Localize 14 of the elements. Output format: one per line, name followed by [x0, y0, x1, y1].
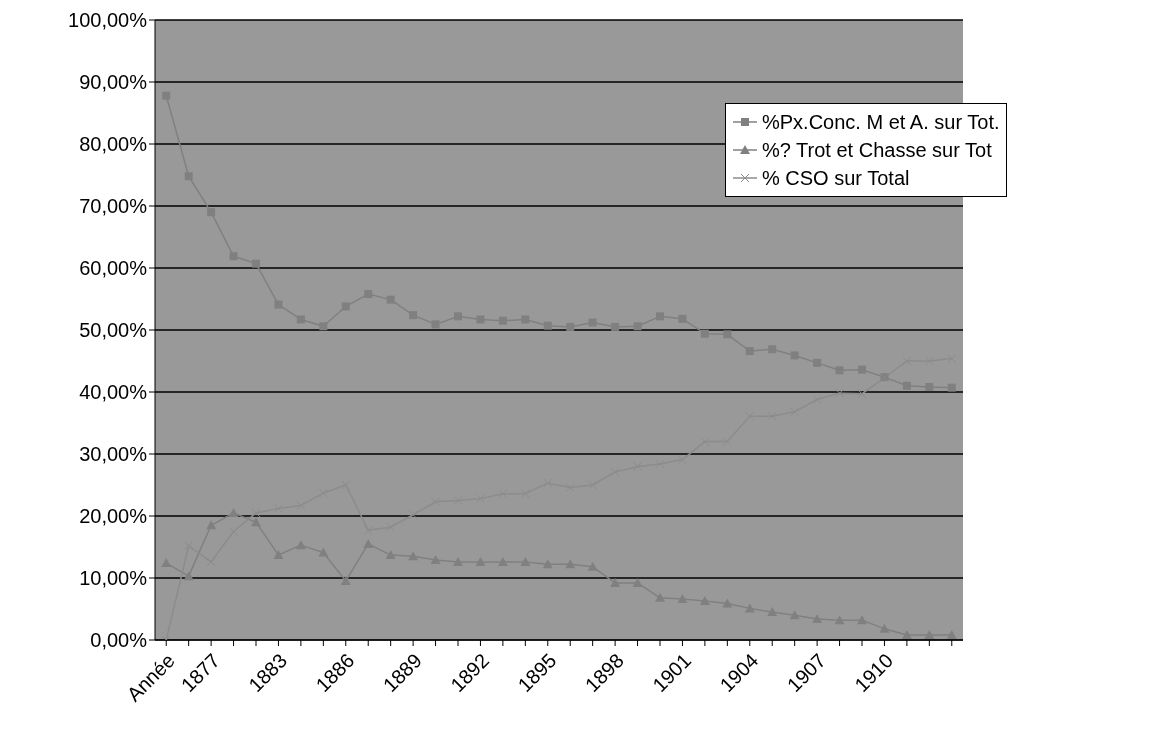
y-tick-label: 70,00%: [79, 195, 148, 218]
legend-label: %? Trot et Chasse sur Tot: [762, 138, 992, 163]
y-tick-label: 100,00%: [68, 9, 148, 32]
legend-label: %Px.Conc. M et A. sur Tot.: [762, 110, 1000, 135]
y-tick-label: 40,00%: [79, 381, 148, 404]
y-tick-label: 30,00%: [79, 443, 148, 466]
y-tick-label: 10,00%: [79, 567, 148, 590]
y-tick-label: 20,00%: [79, 505, 148, 528]
y-tick-label: 80,00%: [79, 133, 148, 156]
y-tick-label: 50,00%: [79, 319, 148, 342]
legend-label: % CSO sur Total: [762, 166, 910, 191]
y-tick-label: 0,00%: [90, 629, 148, 652]
y-tick-label: 90,00%: [79, 71, 148, 94]
y-tick-label: 60,00%: [79, 257, 148, 280]
